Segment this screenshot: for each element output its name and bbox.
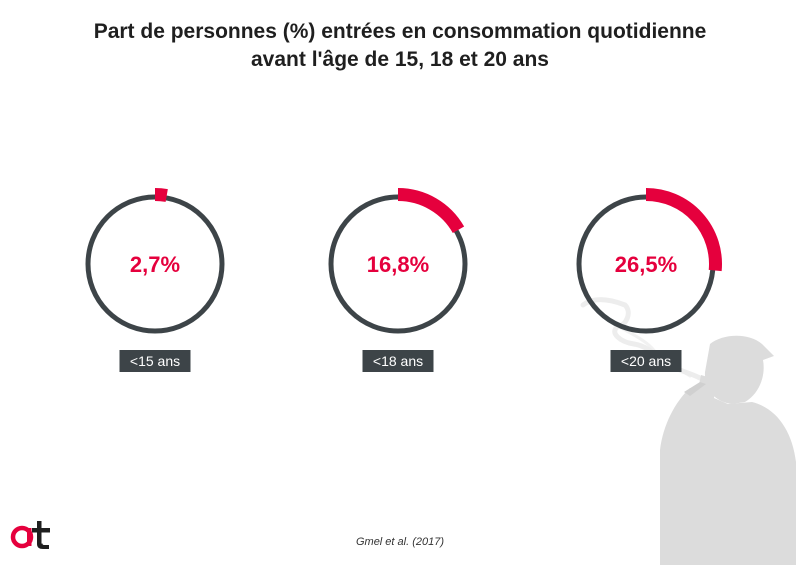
value-arc bbox=[397, 188, 465, 234]
value-arc bbox=[154, 188, 168, 202]
value-label: 16,8% bbox=[367, 252, 429, 277]
category-label: <20 ans bbox=[621, 353, 671, 369]
category-label: <15 ans bbox=[130, 353, 180, 369]
category-label: <18 ans bbox=[373, 353, 423, 369]
title-line-1: Part de personnes (%) entrées en consomm… bbox=[93, 20, 707, 43]
chart-title: Part de personnes (%) entrées en consomm… bbox=[0, 18, 800, 74]
value-label: 26,5% bbox=[615, 252, 677, 277]
category-label-box bbox=[119, 350, 191, 372]
at-logo-icon bbox=[10, 521, 50, 549]
title-line-2: avant l'âge de 15, 18 et 20 ans bbox=[251, 48, 549, 71]
category-label-box bbox=[610, 350, 682, 372]
value-label: 2,7% bbox=[130, 252, 180, 277]
source-caption: Gmel et al. (2017) bbox=[355, 536, 445, 548]
category-label-box bbox=[362, 350, 434, 372]
value-arc bbox=[645, 188, 722, 272]
smoking-person-silhouette bbox=[580, 297, 796, 565]
